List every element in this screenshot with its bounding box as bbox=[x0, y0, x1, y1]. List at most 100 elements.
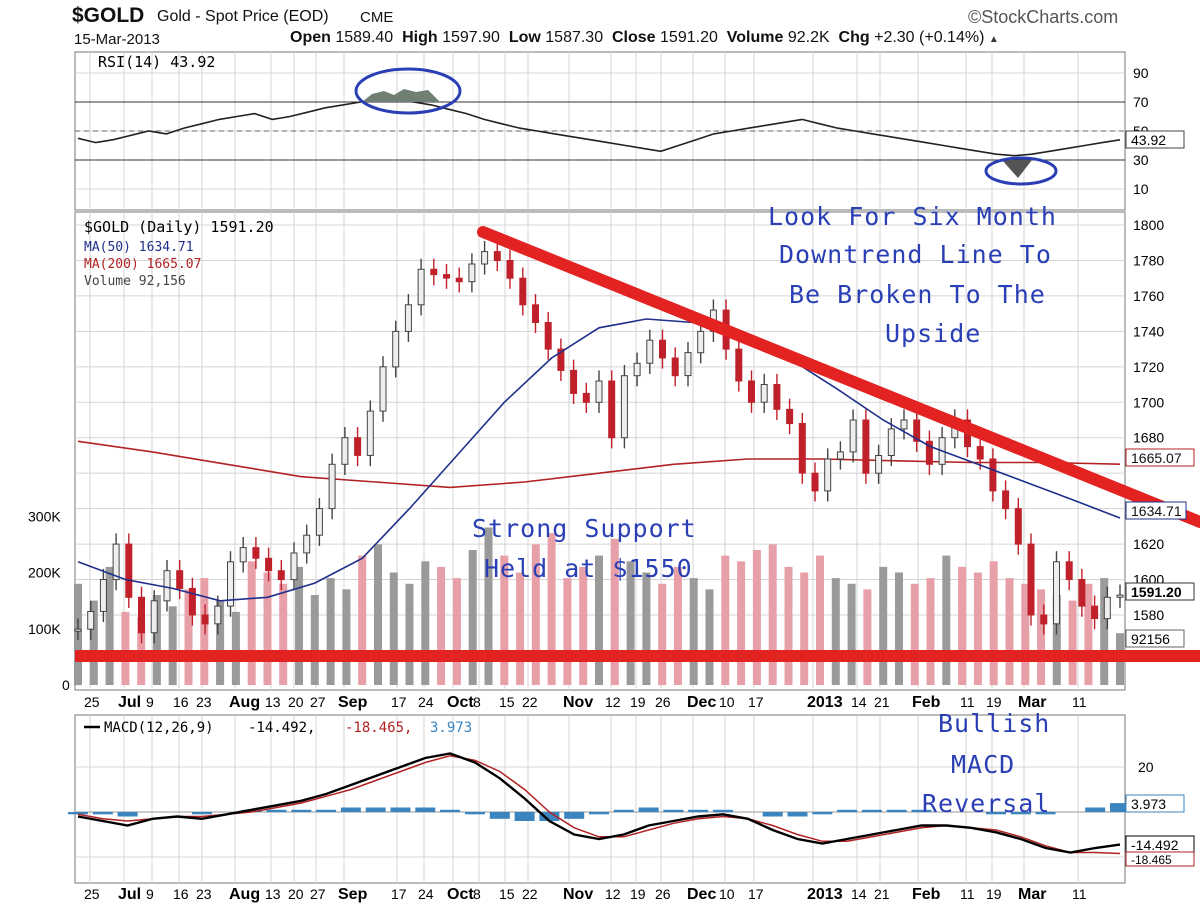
x-axis-label: 16 bbox=[173, 694, 189, 710]
chart-symbol: $GOLD bbox=[72, 4, 145, 27]
price-bar bbox=[455, 277, 463, 283]
price-bar bbox=[112, 543, 120, 581]
price-tick-label: 1580 bbox=[1133, 607, 1164, 623]
volume-bar bbox=[800, 572, 809, 685]
volume-bar bbox=[642, 572, 651, 685]
volume-bar bbox=[673, 566, 682, 685]
volume-bar bbox=[295, 566, 303, 685]
volume-bar bbox=[121, 611, 130, 685]
x-axis-label: 25 bbox=[84, 694, 100, 710]
macd-hist-value-label: 3.973 bbox=[1131, 796, 1166, 812]
price-bar bbox=[684, 352, 692, 377]
x-axis-label: 11 bbox=[1072, 694, 1087, 710]
x-axis-label: 20 bbox=[288, 694, 304, 710]
macd-histogram-bar bbox=[886, 809, 907, 813]
x-axis-label: Dec bbox=[687, 694, 716, 711]
x-axis-macd: 25 Jul 9 16 23 Aug 13 20 27 Sep 17 24 Oct 8 15 22 Nov 12 1… bbox=[84, 886, 1087, 903]
macd-histogram-bar bbox=[812, 812, 833, 815]
price-legend-main: $GOLD (Daily) 1591.20 bbox=[84, 218, 274, 236]
annotation-downtrend-1: Look For Six Month bbox=[768, 202, 1057, 231]
x-axis-label: 22 bbox=[522, 886, 538, 902]
macd-histogram-bar bbox=[787, 812, 808, 817]
macd-histogram-bar bbox=[465, 812, 485, 815]
volume-bar bbox=[468, 550, 477, 685]
price-bar bbox=[760, 384, 768, 403]
macd-histogram-bar bbox=[390, 807, 411, 812]
price-bar bbox=[976, 446, 984, 460]
macd-legend-signal: -18.465, bbox=[345, 720, 412, 736]
close-value-label: 1591.20 bbox=[1131, 584, 1182, 600]
x-axis-label: 19 bbox=[986, 886, 1002, 902]
chg-arrow-icon: ▲ bbox=[988, 34, 999, 45]
volume-bar bbox=[973, 572, 982, 685]
price-bar bbox=[633, 362, 641, 377]
volume-bar bbox=[737, 561, 746, 686]
price-panel: $GOLD (Daily) 1591.20 MA(50) 1634.71 MA(… bbox=[28, 202, 1200, 693]
x-axis-label: 20 bbox=[288, 886, 304, 902]
price-bar bbox=[773, 384, 781, 410]
volume-bar bbox=[847, 583, 856, 686]
price-bar bbox=[1078, 579, 1086, 607]
volume-bar bbox=[200, 578, 209, 685]
volume-value-box bbox=[1125, 629, 1185, 648]
macd-hist-value-box bbox=[1125, 794, 1185, 813]
x-axis-label: 10 bbox=[719, 886, 735, 902]
volume-bar bbox=[1052, 595, 1061, 685]
price-bar bbox=[925, 440, 933, 465]
price-bar bbox=[608, 380, 616, 439]
x-axis-label: Feb bbox=[912, 694, 941, 711]
volume-tick-label: 0 bbox=[62, 677, 70, 693]
chart-name: Gold - Spot Price (EOD) bbox=[157, 8, 329, 25]
macd-value-label: -14.492 bbox=[1131, 837, 1179, 853]
x-axis-label: Jul bbox=[118, 694, 141, 711]
chg-label: Chg bbox=[838, 29, 870, 46]
annotation-macd-1: Bullish bbox=[938, 709, 1050, 738]
rsi-panel: RSI(14) 43.92 90 70 50 30 10 43.92 bbox=[74, 51, 1185, 211]
x-axis-label: 13 bbox=[265, 886, 281, 902]
volume-bar bbox=[563, 578, 572, 685]
x-axis-label: 2013 bbox=[807, 694, 843, 711]
ma50-value-box bbox=[1125, 501, 1187, 520]
price-bar bbox=[735, 348, 743, 382]
price-bar bbox=[188, 587, 196, 616]
macd-histogram-bar bbox=[713, 809, 733, 813]
macd-histogram-bar bbox=[613, 809, 634, 813]
price-bar bbox=[1002, 490, 1010, 510]
macd-histogram-bar bbox=[1085, 807, 1106, 812]
macd-histogram-bar bbox=[1110, 803, 1130, 812]
macd-histogram-bar bbox=[986, 812, 1006, 815]
x-axis-label: 12 bbox=[605, 694, 621, 710]
x-axis-label: 23 bbox=[196, 886, 212, 902]
x-axis-label: 11 bbox=[1072, 886, 1087, 902]
x-axis-label: Oct bbox=[447, 694, 474, 711]
price-bar bbox=[341, 437, 349, 465]
volume-bar bbox=[231, 611, 240, 685]
rsi-legend: RSI(14) 43.92 bbox=[98, 53, 215, 71]
x-axis-label: Aug bbox=[229, 886, 260, 903]
price-bar bbox=[315, 508, 323, 536]
price-bar bbox=[1116, 594, 1124, 598]
macd-histogram-bar bbox=[340, 807, 361, 812]
price-bar bbox=[252, 547, 260, 559]
x-axis-label: Mar bbox=[1018, 694, 1046, 711]
rsi-tick-10: 10 bbox=[1133, 181, 1149, 197]
price-bar bbox=[544, 322, 552, 350]
volume-bar bbox=[405, 583, 414, 686]
price-bar bbox=[1103, 596, 1111, 620]
volume-bar bbox=[816, 555, 824, 685]
x-axis-label: 2013 bbox=[807, 886, 843, 903]
price-bar bbox=[532, 304, 539, 323]
price-bar bbox=[417, 268, 425, 306]
price-bar bbox=[99, 579, 107, 612]
volume-bar bbox=[374, 544, 382, 685]
x-axis-label: Dec bbox=[687, 886, 716, 903]
x-axis-label: Sep bbox=[338, 886, 368, 903]
x-axis-label: 17 bbox=[391, 694, 407, 710]
price-bar bbox=[430, 268, 438, 276]
x-axis-label: 11 bbox=[960, 694, 975, 710]
volume-tick-label: 300K bbox=[28, 508, 61, 524]
rsi-line bbox=[77, 95, 1121, 157]
macd-histogram-bar bbox=[266, 809, 287, 813]
volume-bar bbox=[105, 566, 114, 685]
price-bar bbox=[1040, 614, 1048, 625]
